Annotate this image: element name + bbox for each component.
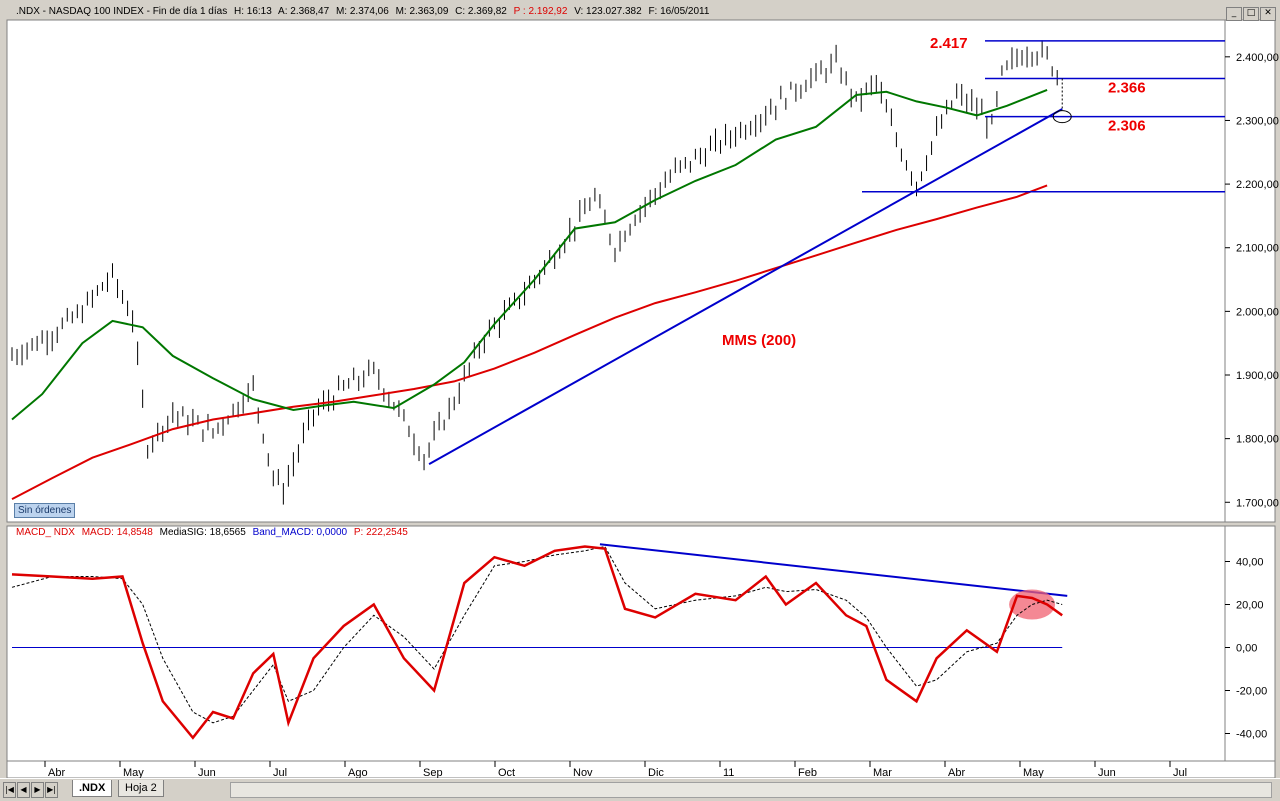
maximize-button[interactable]: □ xyxy=(1243,7,1259,21)
macd-ytick-label: 0,00 xyxy=(1236,643,1257,655)
macd-ytick-label: -20,00 xyxy=(1236,686,1267,698)
close-label: C: 2.369,82 xyxy=(455,6,507,17)
price-ytick-label: 2.100,00 xyxy=(1236,243,1279,255)
price-annotation: 2.366 xyxy=(1108,79,1146,96)
x-tick-label: Oct xyxy=(498,767,515,779)
x-tick-label: Jul xyxy=(273,767,287,779)
low-label: M: 2.363,09 xyxy=(395,6,449,17)
tab-hoja-2[interactable]: Hoja 2 xyxy=(118,780,164,797)
macd-signal-label: MediaSIG: 18,6565 xyxy=(159,527,246,538)
x-tick-label: Abr xyxy=(48,767,65,779)
macd-band-label: Band_MACD: 0,0000 xyxy=(252,527,348,538)
price-ytick-label: 2.400,00 xyxy=(1236,52,1279,64)
macd-ytick-label: 20,00 xyxy=(1236,600,1264,612)
price-panel xyxy=(6,19,1226,523)
price-annotation: 2.417 xyxy=(930,35,968,52)
x-tick-label: May xyxy=(1023,767,1044,779)
hour-label: H: 16:13 xyxy=(233,6,272,17)
x-tick-label: Nov xyxy=(573,767,593,779)
macd-value-label: MACD: 14,8548 xyxy=(81,527,153,538)
macd-header: MACD_ NDX MACD: 14,8548 MediaSIG: 18,656… xyxy=(16,527,412,538)
macd-trendline xyxy=(599,543,1068,597)
price-ytick-label: 1.900,00 xyxy=(1236,370,1279,382)
macd-panel xyxy=(6,525,1226,762)
x-tick-label: Sep xyxy=(423,767,443,779)
tab-ndx[interactable]: .NDX xyxy=(72,780,113,797)
p-label: P : 2.192,92 xyxy=(513,6,568,17)
close-button[interactable]: ✕ xyxy=(1260,7,1276,21)
x-tick-label: 11 xyxy=(723,767,734,779)
price-ytick-label: 2.300,00 xyxy=(1236,115,1279,127)
date-label: F: 16/05/2011 xyxy=(648,6,710,17)
macd-axis-panel xyxy=(1224,525,1276,762)
next-sheet-button[interactable]: ▶ xyxy=(31,782,44,798)
sheet-tab-bar: |◀ ◀ ▶ ▶| .NDX Hoja 2 xyxy=(0,778,1280,801)
prev-sheet-button[interactable]: ◀ xyxy=(17,782,30,798)
x-tick-label: Mar xyxy=(873,767,892,779)
macd-p-label: P: 222,2545 xyxy=(353,527,408,538)
x-tick-label: Jul xyxy=(1173,767,1187,779)
x-tick-label: Jun xyxy=(198,767,216,779)
x-tick-label: May xyxy=(123,767,144,779)
orders-badge[interactable]: Sin órdenes xyxy=(14,503,76,518)
first-sheet-button[interactable]: |◀ xyxy=(3,782,16,798)
x-tick-label: Ago xyxy=(348,767,368,779)
minimize-button[interactable]: _ xyxy=(1226,7,1242,21)
macd-name-label: MACD_ NDX xyxy=(16,527,75,538)
symbol-label: .NDX - NASDAQ 100 INDEX - Fin de día 1 d… xyxy=(16,6,228,17)
price-ytick-label: 1.700,00 xyxy=(1236,497,1279,509)
green-ma-line xyxy=(11,88,1048,421)
volume-label: V: 123.027.382 xyxy=(574,6,642,17)
price-annotation: 2.306 xyxy=(1108,118,1146,135)
price-ytick-label: 1.800,00 xyxy=(1236,434,1279,446)
high-label: M: 2.374,06 xyxy=(335,6,389,17)
support-circle-marker xyxy=(1052,110,1072,124)
macd-line xyxy=(11,545,1063,740)
x-tick-label: Jun xyxy=(1098,767,1116,779)
open-label: A: 2.368,47 xyxy=(278,6,330,17)
x-tick-label: Dic xyxy=(648,767,664,779)
price-axis-panel xyxy=(1224,19,1276,523)
price-ytick-label: 2.000,00 xyxy=(1236,306,1279,318)
horizontal-scrollbar[interactable] xyxy=(230,782,1272,798)
macd-ytick-label: 40,00 xyxy=(1236,557,1264,569)
macd-ytick-label: -40,00 xyxy=(1236,729,1267,741)
last-sheet-button[interactable]: ▶| xyxy=(45,782,58,798)
price-annotation: MMS (200) xyxy=(722,332,796,349)
x-tick-label: Feb xyxy=(798,767,817,779)
window-buttons: _ □ ✕ xyxy=(1226,7,1276,21)
price-ytick-label: 2.200,00 xyxy=(1236,179,1279,191)
price-header: .NDX - NASDAQ 100 INDEX - Fin de día 1 d… xyxy=(16,6,713,17)
mms200-line xyxy=(11,184,1048,500)
x-tick-label: Abr xyxy=(948,767,965,779)
price-trendline xyxy=(428,108,1063,465)
